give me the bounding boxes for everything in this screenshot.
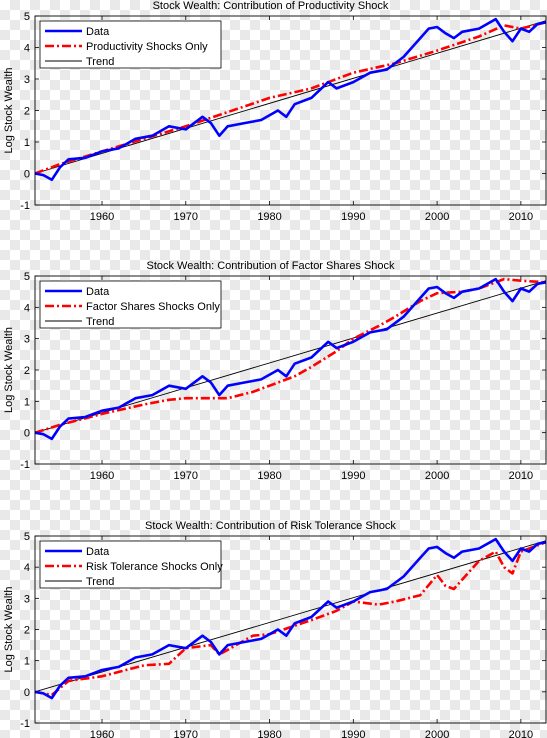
x-tick-label: 1960 xyxy=(90,729,114,738)
chart-panel-2: Stock Wealth: Contribution of Factor Sha… xyxy=(3,260,547,482)
chart-title: Stock Wealth: Contribution of Productivi… xyxy=(153,0,389,12)
series-line-data xyxy=(34,17,547,182)
axes-frame xyxy=(34,535,547,724)
x-tick-label: 1990 xyxy=(341,729,365,738)
legend: Data Factor Shares Shocks Only Trend xyxy=(39,280,222,329)
series-line-productivity-shocks-only xyxy=(34,21,547,175)
y-tick-label: 3 xyxy=(24,593,30,605)
x-tick-label: 2010 xyxy=(509,729,533,738)
legend-label: Data xyxy=(86,26,110,38)
y-tick-label: -1 xyxy=(20,459,30,471)
y-tick-label: 0 xyxy=(24,428,30,440)
y-tick-label: 4 xyxy=(24,302,30,314)
chart-panel-1: Stock Wealth: Contribution of Productivi… xyxy=(3,0,547,223)
legend: Data Risk Tolerance Shocks Only Trend xyxy=(39,540,223,589)
legend-label: Trend xyxy=(86,316,114,328)
y-tick-label: 1 xyxy=(24,137,30,149)
legend-label: Productivity Shocks Only xyxy=(86,41,208,53)
y-tick-label: 2 xyxy=(24,365,30,377)
x-tick-label: 1990 xyxy=(341,470,365,482)
chart-panel-3: Stock Wealth: Contribution of Risk Toler… xyxy=(3,520,547,738)
y-tick-label: 5 xyxy=(24,271,30,283)
y-tick-label: -1 xyxy=(20,200,30,212)
legend-label: Data xyxy=(86,546,110,558)
x-tick-label: 1980 xyxy=(257,729,281,738)
y-tick-label: 2 xyxy=(24,106,30,118)
legend: Data Productivity Shocks Only Trend xyxy=(39,20,222,69)
y-tick-label: 5 xyxy=(24,11,30,23)
legend-label: Risk Tolerance Shocks Only xyxy=(86,561,223,573)
x-tick-label: 1980 xyxy=(257,470,281,482)
y-tick-label: 0 xyxy=(24,687,30,699)
y-tick-label: 0 xyxy=(24,169,30,181)
x-tick-label: 2000 xyxy=(425,211,449,223)
x-tick-label: 1970 xyxy=(174,211,198,223)
series-line-risk-tolerance-shocks-only xyxy=(34,540,547,697)
x-tick-label: 1970 xyxy=(174,729,198,738)
legend-box xyxy=(39,280,222,329)
y-axis-label: Log Stock Wealth xyxy=(3,67,15,153)
x-tick-label: 1990 xyxy=(341,211,365,223)
x-tick-label: 1970 xyxy=(174,470,198,482)
legend-box xyxy=(39,540,222,589)
series-line-data xyxy=(34,277,547,441)
x-tick-label: 2010 xyxy=(509,470,533,482)
y-tick-label: 4 xyxy=(24,562,30,574)
y-tick-label: 5 xyxy=(24,531,30,543)
legend-label: Factor Shares Shocks Only xyxy=(86,301,220,313)
x-tick-label: 2000 xyxy=(425,729,449,738)
y-axis-label: Log Stock Wealth xyxy=(3,327,15,413)
legend-label: Trend xyxy=(86,56,114,68)
legend-box xyxy=(39,20,222,69)
x-tick-label: 2000 xyxy=(425,470,449,482)
axes-frame xyxy=(34,275,547,465)
series-line-data xyxy=(34,537,547,700)
y-tick-label: 2 xyxy=(24,625,30,637)
x-tick-label: 1960 xyxy=(90,470,114,482)
x-tick-label: 1960 xyxy=(90,211,114,223)
chart-title: Stock Wealth: Contribution of Risk Toler… xyxy=(145,520,396,532)
y-tick-label: 3 xyxy=(24,334,30,346)
chart-title: Stock Wealth: Contribution of Factor Sha… xyxy=(146,260,395,272)
y-tick-label: 1 xyxy=(24,656,30,668)
x-tick-label: 1980 xyxy=(257,211,281,223)
x-tick-label: 2010 xyxy=(509,211,533,223)
legend-label: Trend xyxy=(86,576,114,588)
y-tick-label: 4 xyxy=(24,43,30,55)
y-axis-label: Log Stock Wealth xyxy=(3,586,15,672)
y-tick-label: -1 xyxy=(20,718,30,730)
y-tick-label: 3 xyxy=(24,74,30,86)
axes-frame xyxy=(34,15,547,206)
legend-label: Data xyxy=(86,286,110,298)
y-tick-label: 1 xyxy=(24,396,30,408)
